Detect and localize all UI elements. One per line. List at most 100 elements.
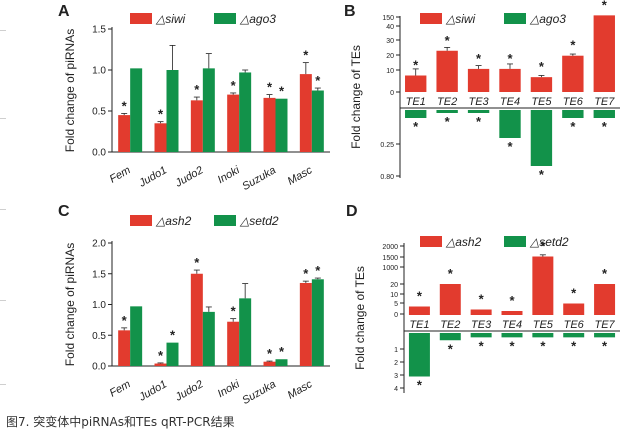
x-tick-label: TE1 bbox=[409, 319, 429, 331]
bar bbox=[311, 279, 324, 366]
bar-up bbox=[501, 311, 523, 315]
bar-down bbox=[470, 333, 492, 338]
legend-label: △ago3 bbox=[239, 12, 276, 26]
legend-swatch bbox=[214, 13, 236, 24]
y-axis-label: Fold change of piRNAs bbox=[63, 243, 77, 366]
legend-swatch bbox=[130, 215, 152, 226]
bar-up bbox=[530, 77, 553, 92]
x-tick-label: TE5 bbox=[531, 96, 552, 108]
legend-label: △siwi bbox=[155, 12, 186, 26]
x-tick-label: Inoki bbox=[216, 164, 243, 186]
x-tick-label: TE3 bbox=[471, 319, 492, 331]
bar-up bbox=[594, 284, 616, 315]
x-tick-label: TE6 bbox=[564, 319, 585, 331]
bar bbox=[118, 115, 131, 152]
significance-star: * bbox=[509, 293, 515, 308]
significance-star: * bbox=[570, 38, 576, 53]
bar-up bbox=[593, 15, 615, 93]
bar bbox=[130, 68, 143, 152]
margin-dash bbox=[0, 384, 6, 385]
x-tick-label: TE7 bbox=[594, 96, 615, 108]
y-tick-label: 10 bbox=[390, 292, 398, 299]
legend: △siwi △ago3 bbox=[130, 12, 276, 26]
bar bbox=[190, 273, 203, 366]
bar bbox=[130, 306, 143, 366]
y-tick-label: 1.5 bbox=[92, 25, 106, 36]
significance-star: * bbox=[122, 98, 128, 113]
significance-star: * bbox=[413, 119, 419, 134]
significance-star: * bbox=[158, 348, 164, 363]
legend-swatch bbox=[130, 13, 152, 24]
y-tick-label: 2000 bbox=[382, 244, 398, 251]
legend-swatch bbox=[420, 236, 442, 247]
significance-star: * bbox=[570, 119, 576, 134]
bar bbox=[227, 321, 240, 366]
bar-down bbox=[562, 110, 584, 118]
margin-dash bbox=[0, 300, 6, 301]
legend-swatch bbox=[214, 215, 236, 226]
bar-up bbox=[563, 303, 585, 315]
y-tick-label: 1000 bbox=[382, 265, 398, 272]
legend: △ash2 △setd2 bbox=[130, 214, 279, 228]
y-tick-label: 30 bbox=[386, 38, 394, 45]
y-tick-label: 0.0 bbox=[92, 148, 106, 159]
significance-star: * bbox=[602, 338, 608, 353]
bar bbox=[166, 70, 179, 152]
x-tick-label: Fem bbox=[108, 164, 133, 185]
significance-star: * bbox=[417, 378, 423, 393]
significance-star: * bbox=[539, 59, 545, 74]
bar bbox=[202, 68, 215, 152]
bar-down bbox=[405, 110, 427, 118]
bar-up bbox=[532, 256, 554, 315]
bar bbox=[275, 98, 288, 152]
significance-star: * bbox=[540, 338, 546, 353]
significance-star: * bbox=[509, 338, 515, 353]
x-tick-label: Masc bbox=[286, 378, 315, 402]
y-tick-label: 0.25 bbox=[380, 142, 394, 149]
x-tick-label: Suzuka bbox=[240, 378, 278, 407]
figure-caption: 图7. 突变体中piRNAs和TEs qRT-PCR结果 bbox=[6, 415, 235, 429]
x-tick-label: TE2 bbox=[440, 319, 460, 331]
bar-up bbox=[405, 75, 427, 92]
significance-star: * bbox=[231, 304, 237, 319]
legend: △siwi △ago3 bbox=[420, 12, 566, 26]
x-tick-label: TE4 bbox=[500, 96, 520, 108]
bar-down bbox=[467, 110, 490, 113]
x-tick-label: Judo1 bbox=[136, 378, 169, 404]
significance-star: * bbox=[231, 78, 237, 93]
y-tick-label: 20 bbox=[386, 53, 394, 60]
y-tick-label: 20 bbox=[390, 282, 398, 289]
legend-label: △setd2 bbox=[529, 235, 569, 249]
bar-up bbox=[467, 68, 490, 92]
significance-star: * bbox=[315, 263, 321, 278]
legend-label: △setd2 bbox=[239, 214, 279, 228]
legend: △ash2 △setd2 bbox=[420, 235, 569, 249]
significance-star: * bbox=[413, 58, 419, 73]
x-tick-label: TE3 bbox=[468, 96, 489, 108]
bar bbox=[227, 94, 240, 152]
y-tick-label: 4 bbox=[394, 386, 398, 393]
significance-star: * bbox=[170, 328, 176, 343]
y-tick-label: 1.0 bbox=[92, 66, 106, 77]
significance-star: * bbox=[540, 239, 546, 254]
legend-label: △ash2 bbox=[155, 214, 192, 228]
legend-label: △siwi bbox=[445, 12, 476, 26]
x-tick-label: Inoki bbox=[216, 378, 243, 400]
significance-star: * bbox=[602, 0, 608, 12]
bar-down bbox=[439, 333, 461, 341]
y-tick-label: 5 bbox=[394, 301, 398, 308]
y-tick-label: 0.80 bbox=[380, 174, 394, 181]
significance-star: * bbox=[417, 289, 423, 304]
x-tick-label: TE5 bbox=[533, 319, 554, 331]
bar-up bbox=[499, 68, 521, 92]
significance-star: * bbox=[476, 114, 482, 129]
significance-star: * bbox=[479, 338, 485, 353]
y-tick-label: 0 bbox=[390, 90, 394, 97]
significance-star: * bbox=[476, 51, 482, 66]
x-tick-label: Suzuka bbox=[240, 164, 278, 193]
legend-swatch bbox=[504, 236, 526, 247]
bar bbox=[202, 311, 215, 366]
y-tick-label: 2 bbox=[394, 360, 398, 367]
significance-star: * bbox=[279, 344, 285, 359]
